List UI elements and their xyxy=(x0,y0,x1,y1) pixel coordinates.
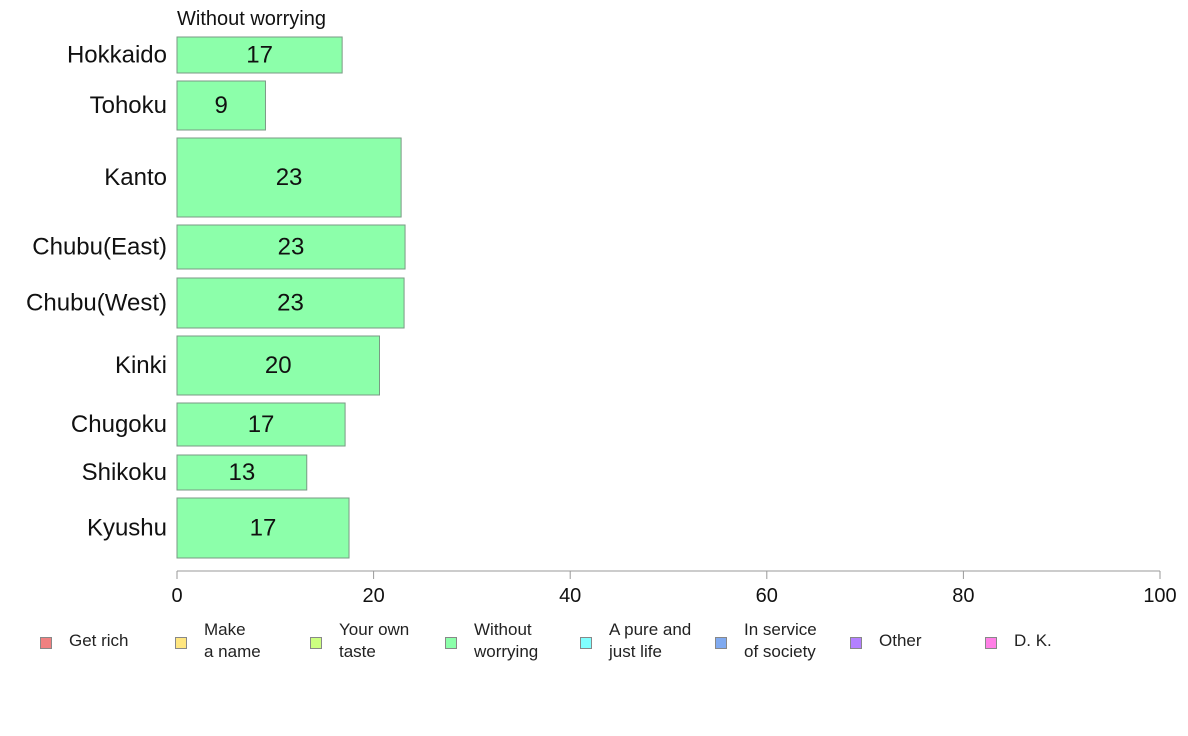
category-label: Hokkaido xyxy=(67,42,167,69)
x-tick-label: 0 xyxy=(171,585,182,607)
chart-title: Without worrying xyxy=(177,8,326,30)
bar-kanto xyxy=(176,137,402,218)
bar-kinki xyxy=(176,335,380,396)
legend-item: Without worrying xyxy=(445,618,538,668)
legend-swatch xyxy=(175,637,187,649)
legend-swatch xyxy=(580,637,592,649)
bar-value-label: 17 xyxy=(250,515,277,542)
legend-label: Other xyxy=(879,631,922,650)
x-tick-label: 40 xyxy=(559,585,581,607)
legend-item: Other xyxy=(850,618,922,668)
bar-value-label: 20 xyxy=(265,352,292,379)
legend-label: In service of society xyxy=(744,620,817,661)
bar-value-label: 17 xyxy=(246,42,273,69)
category-label: Kyushu xyxy=(87,515,167,542)
legend-item: A pure and just life xyxy=(580,618,691,668)
legend-item: Get rich xyxy=(40,618,129,668)
legend-label: Make a name xyxy=(204,620,261,661)
bar-chubu-west xyxy=(176,277,405,329)
legend-label: Get rich xyxy=(69,631,129,650)
category-label: Tohoku xyxy=(90,92,167,119)
legend-label: D. K. xyxy=(1014,631,1052,650)
legend-swatch xyxy=(445,637,457,649)
bar-value-label: 23 xyxy=(277,290,304,317)
category-label: Chubu(East) xyxy=(32,234,167,261)
x-tick-label: 80 xyxy=(952,585,974,607)
legend-item: Make a name xyxy=(175,618,261,668)
category-label: Kinki xyxy=(115,352,167,379)
bar-value-label: 23 xyxy=(276,164,303,191)
legend-item: D. K. xyxy=(985,618,1052,668)
bar-value-label: 9 xyxy=(215,92,228,119)
legend-swatch xyxy=(40,637,52,649)
bar-shikoku xyxy=(176,454,308,491)
legend-label: Without worrying xyxy=(474,620,539,661)
x-tick-label: 100 xyxy=(1143,585,1176,607)
category-label: Chugoku xyxy=(71,411,167,438)
legend-label: A pure and just life xyxy=(609,620,692,661)
legend-item: In service of society xyxy=(715,618,817,668)
legend-item: Your own taste xyxy=(310,618,409,668)
category-label: Shikoku xyxy=(82,459,167,486)
bars-layer: 17 Hokkaido 9 Tohoku 23 Kanto 23 Chubu(East) 23 C… xyxy=(26,36,406,559)
bar-chugoku xyxy=(176,402,346,447)
bar-tohoku xyxy=(176,80,266,131)
category-label: Kanto xyxy=(104,164,167,191)
legend-swatch xyxy=(310,637,322,649)
bar-kyushu xyxy=(176,497,350,559)
bar-chubu-east xyxy=(176,224,406,270)
legend-swatch xyxy=(850,637,862,649)
bar-value-label: 17 xyxy=(248,411,275,438)
legend-label: Your own taste xyxy=(339,620,410,661)
legend-swatch xyxy=(715,637,727,649)
legend-swatch xyxy=(985,637,997,649)
bar-value-label: 13 xyxy=(229,459,256,486)
x-axis: 0 20 40 60 80 100 xyxy=(171,570,1177,607)
category-label: Chubu(West) xyxy=(26,290,167,317)
legend: Get rich Make a name Your own taste Without… xyxy=(0,618,1188,668)
x-tick-label: 60 xyxy=(756,585,778,607)
bar-value-label: 23 xyxy=(278,234,305,261)
x-tick-label: 20 xyxy=(362,585,384,607)
bar-hokkaido xyxy=(176,36,343,74)
bar-chart-svg: Without worrying 17 Hokkaido 9 Tohoku 23 Kant… xyxy=(26,8,1177,607)
